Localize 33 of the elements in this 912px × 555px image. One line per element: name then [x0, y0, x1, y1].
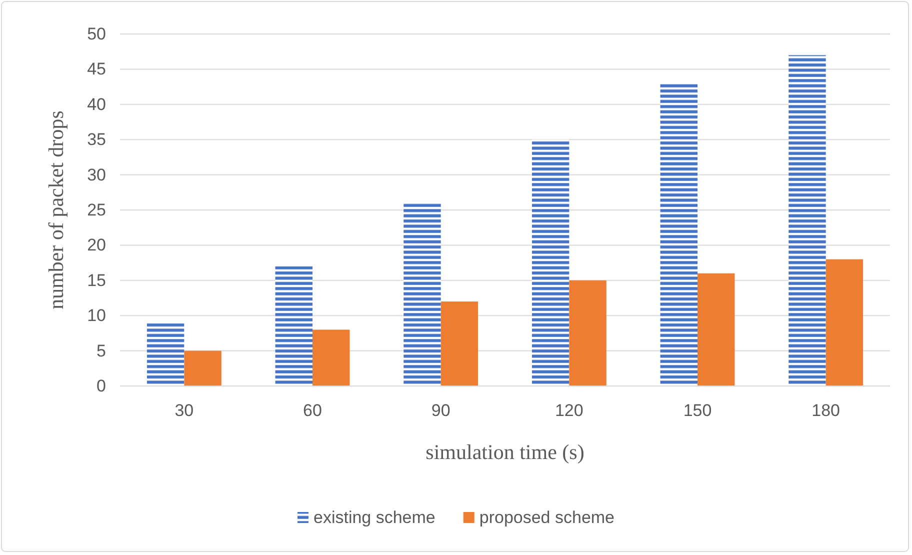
bar	[275, 266, 312, 386]
y-tick-label: 30	[87, 165, 106, 184]
bar	[146, 322, 184, 386]
bar	[698, 273, 735, 386]
bar	[404, 202, 441, 386]
y-tick-label: 50	[87, 24, 106, 44]
x-tick-label: 180	[812, 401, 840, 420]
x-tick-label: 30	[174, 401, 194, 420]
y-tick-label: 5	[96, 341, 106, 360]
legend-label: proposed scheme	[479, 508, 615, 527]
bar	[569, 280, 606, 386]
x-axis-title: simulation time (s)	[426, 440, 584, 464]
x-tick-label: 90	[431, 401, 450, 420]
x-tick-label: 150	[683, 401, 712, 420]
y-tick-label: 35	[87, 130, 106, 150]
y-tick-label: 15	[87, 270, 106, 290]
y-axis-title: number of packet drops	[44, 110, 68, 310]
legend-label: existing scheme	[313, 508, 436, 527]
bar	[532, 140, 570, 386]
y-tick-label: 20	[87, 236, 106, 255]
bar	[788, 55, 826, 386]
bar	[184, 350, 222, 386]
bar	[440, 302, 478, 386]
y-tick-label: 45	[87, 60, 106, 79]
bar	[826, 259, 864, 386]
y-tick-label: 0	[96, 376, 106, 396]
x-tick-label: 120	[554, 401, 584, 420]
bar	[312, 330, 350, 386]
y-tick-label: 25	[87, 200, 106, 220]
y-tick-label: 10	[87, 306, 106, 326]
y-tick-label: 40	[87, 94, 106, 114]
x-tick-label: 60	[303, 401, 322, 420]
bar	[660, 83, 698, 386]
